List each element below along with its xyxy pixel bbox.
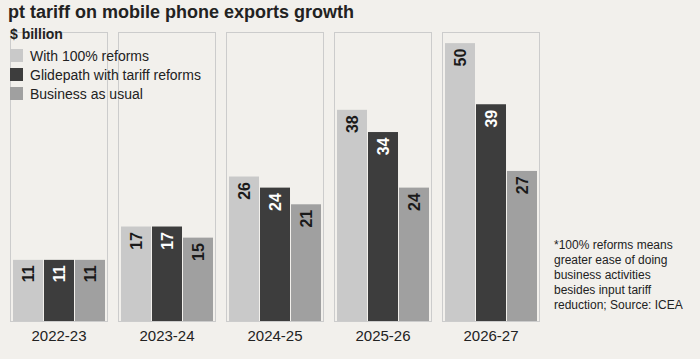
svg-text:2022-23: 2022-23 (31, 327, 86, 344)
svg-text:17: 17 (159, 232, 176, 250)
html-text:Glidepath with tariff reforms: Glidepath with tariff reforms (30, 66, 201, 83)
html-text:*100% reforms means greater ea: *100% reforms means greater ease of doin… (554, 238, 683, 312)
svg-text:15: 15 (190, 243, 207, 261)
svg-text:2024-25: 2024-25 (247, 327, 302, 344)
svg-text:39: 39 (483, 110, 500, 128)
svg-text:11: 11 (20, 265, 37, 282)
html-text:Business as usual: Business as usual (30, 85, 143, 102)
svg-text:2026-27: 2026-27 (463, 327, 518, 344)
html-text:With 100% reforms: With 100% reforms (30, 47, 149, 64)
svg-text:26: 26 (236, 182, 253, 200)
svg-text:11: 11 (51, 265, 68, 282)
svg-text:24: 24 (267, 193, 284, 211)
html-text:pt tariff on mobile phone expo: pt tariff on mobile phone exports growth (8, 2, 354, 22)
svg-text:2025-26: 2025-26 (355, 327, 410, 344)
svg-text:17: 17 (128, 232, 145, 250)
svg-text:11: 11 (82, 265, 99, 282)
svg-text:50: 50 (452, 49, 469, 67)
svg-text:27: 27 (514, 176, 531, 194)
svg-text:24: 24 (406, 193, 423, 211)
svg-text:34: 34 (375, 137, 392, 155)
svg-text:21: 21 (298, 210, 315, 228)
svg-text:38: 38 (344, 115, 361, 133)
svg-text:2023-24: 2023-24 (139, 327, 194, 344)
html-text:$ billion: $ billion (10, 26, 63, 42)
